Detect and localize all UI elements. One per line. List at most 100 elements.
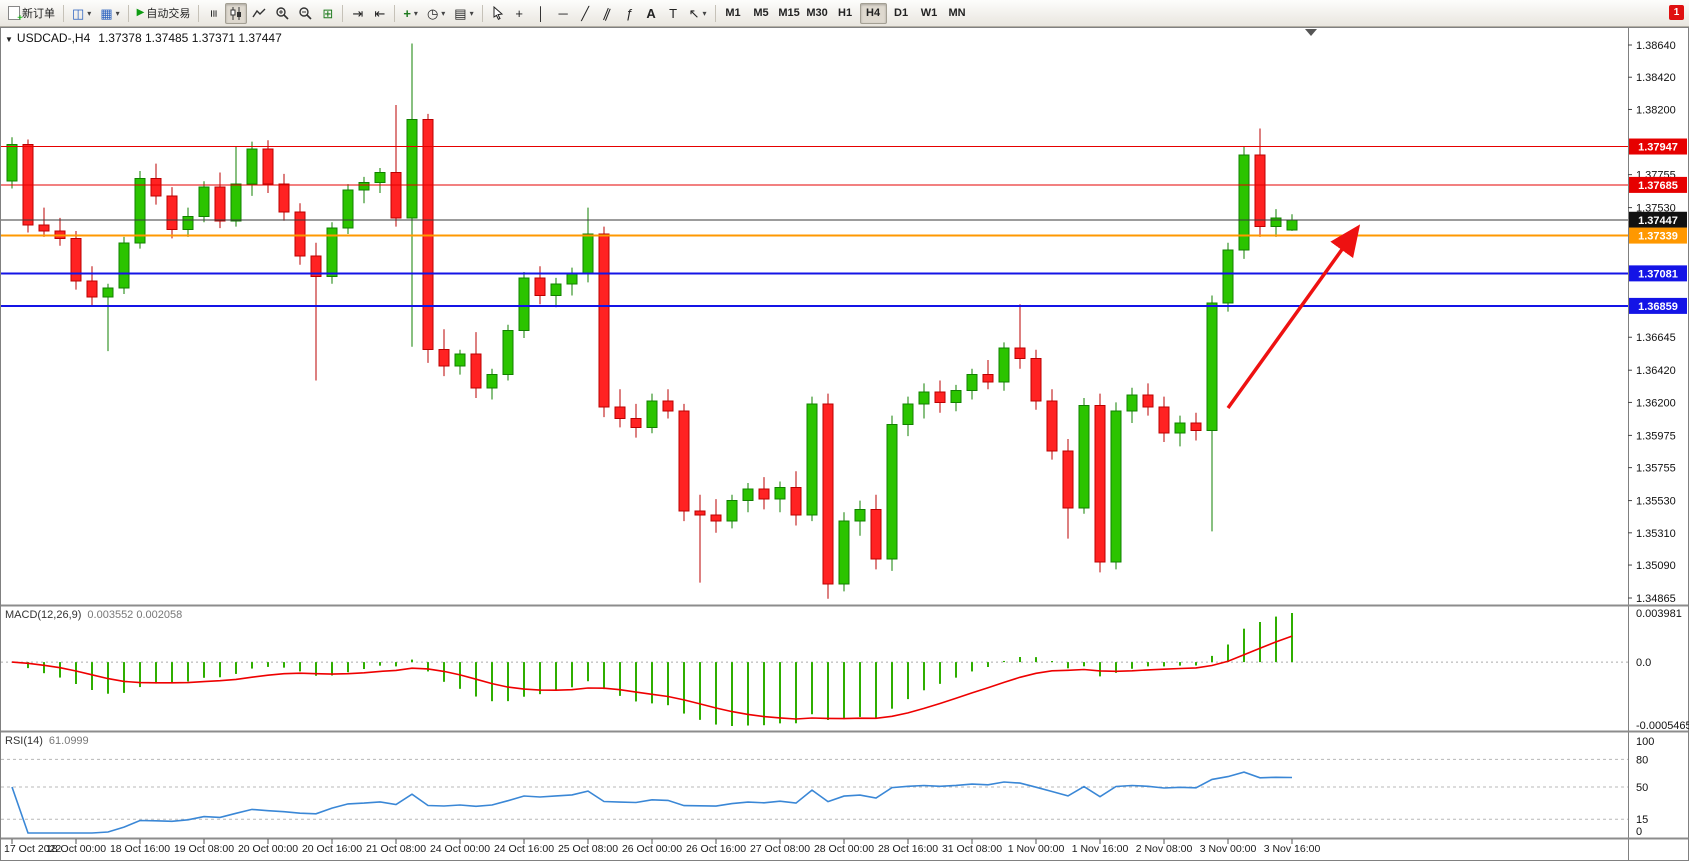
candle-body (982, 374, 994, 383)
rsi-panel[interactable] (0, 732, 1628, 838)
candle-body (1174, 422, 1186, 434)
fibonacci-button[interactable]: ƒ (619, 3, 640, 24)
auto-scroll-button[interactable]: ⇤ (369, 3, 390, 24)
candle-body (998, 347, 1010, 383)
trendline-button[interactable]: ╱ (575, 3, 596, 24)
price-badge (1629, 265, 1687, 282)
periods-button[interactable]: ◷ ▾ (423, 3, 449, 24)
rsi-axis-label: 15 (1636, 814, 1648, 826)
timeframe-button-M30[interactable]: M30 (804, 3, 831, 24)
timeframe-button-D1[interactable]: D1 (888, 3, 915, 24)
time-axis-label: 28 Oct 00:00 (814, 843, 874, 855)
trend-arrow[interactable] (1226, 224, 1361, 410)
templates-button[interactable]: ▤ ▾ (450, 3, 477, 24)
candle-body (502, 330, 514, 376)
price-axis-label: 1.38640 (1636, 40, 1676, 52)
line-chart-icon (252, 8, 266, 18)
ohlc-quote: 1.37378 1.37485 1.37371 1.37447 (98, 31, 282, 45)
auto-scroll-icon: ⇤ (374, 5, 386, 21)
text-label-button[interactable]: T (663, 3, 684, 24)
candle-body (1046, 400, 1058, 452)
candle-body (710, 514, 722, 522)
chart-shift-button[interactable]: ⇥ (347, 3, 368, 24)
macd-name: MACD(12,26,9) (5, 609, 82, 621)
bar-chart-icon: ≡ (206, 9, 222, 17)
time-axis-label: 18 Oct 16:00 (110, 843, 170, 855)
macd-panel[interactable] (0, 606, 1628, 731)
candle-body (390, 171, 402, 219)
zoom-out-button[interactable] (294, 3, 316, 24)
toolbar-separator (63, 4, 64, 22)
zoom-in-button[interactable] (271, 3, 293, 24)
candle-body (534, 277, 546, 296)
timeframe-button-M1[interactable]: M1 (720, 3, 747, 24)
cursor-button[interactable] (487, 3, 508, 24)
candle-body (662, 400, 674, 412)
crosshair-button[interactable]: + (509, 3, 530, 24)
indicators-icon: + (403, 5, 411, 21)
candle-body (1222, 249, 1234, 304)
time-axis[interactable] (0, 838, 1628, 861)
candle-body (630, 418, 642, 428)
timeframe-button-H4[interactable]: H4 (859, 2, 887, 24)
candle-body (1238, 154, 1250, 251)
rsi-axis-label: 100 (1636, 736, 1654, 748)
timeframe-button-H1[interactable]: H1 (832, 3, 859, 24)
macd-axis-label: 0.0 (1636, 657, 1651, 669)
line-chart-button[interactable] (248, 3, 270, 24)
timeframe-button-M15[interactable]: M15 (776, 3, 803, 24)
candle-body (166, 195, 178, 231)
price-badge-label: 1.37339 (1638, 231, 1678, 243)
new-order-button[interactable]: 新订单 (4, 3, 59, 24)
indicators-button[interactable]: + ▾ (399, 3, 422, 24)
toolbar-separator (714, 4, 716, 22)
vertical-line-button[interactable]: │ (531, 3, 552, 24)
time-axis-label: 27 Oct 08:00 (750, 843, 810, 855)
new-chart-button[interactable]: ◫ ▾ (68, 3, 95, 24)
time-axis-label: 1 Nov 00:00 (1008, 843, 1065, 855)
candle-body (774, 486, 786, 500)
chart-shift-marker[interactable] (1305, 29, 1317, 36)
time-axis-label: 1 Nov 16:00 (1072, 843, 1129, 855)
auto-trading-icon: ▶ (136, 7, 145, 18)
time-axis-label: 31 Oct 08:00 (942, 843, 1002, 855)
candle-body (342, 189, 354, 229)
timeframe-button-MN[interactable]: MN (944, 3, 971, 24)
arrows-button[interactable]: ↖ ▾ (685, 3, 711, 24)
timeframe-button-W1[interactable]: W1 (916, 3, 943, 24)
horizontal-line-button[interactable]: ─ (553, 3, 574, 24)
candle-body (38, 224, 50, 232)
notification-badge[interactable]: 1 (1669, 5, 1684, 20)
text-icon: A (646, 5, 656, 21)
timeframe-button-M5[interactable]: M5 (748, 3, 775, 24)
cursor-icon (493, 6, 503, 20)
price-axis-label: 1.35090 (1636, 560, 1676, 572)
candle-body (438, 349, 450, 367)
price-badge-label: 1.37081 (1638, 268, 1678, 280)
price-badge-label: 1.37447 (1638, 215, 1678, 227)
price-axis[interactable] (1628, 27, 1689, 838)
channel-button[interactable]: ∥ (597, 3, 618, 24)
candle-body (1158, 406, 1170, 434)
tile-windows-button[interactable]: ⊞ (317, 3, 338, 24)
time-axis-label: 21 Oct 08:00 (366, 843, 426, 855)
text-button[interactable]: A (641, 3, 662, 24)
profiles-icon: ▦ (100, 5, 113, 21)
price-badge (1629, 227, 1687, 244)
candle-body (198, 186, 210, 217)
macd-axis-label: 0.003981 (1636, 608, 1682, 620)
candle-body (550, 283, 562, 296)
candle-body (790, 486, 802, 516)
new-chart-icon: ◫ (72, 5, 85, 21)
time-axis-label: 19 Oct 08:00 (174, 843, 234, 855)
auto-trading-button[interactable]: ▶ 自动交易 (133, 3, 195, 24)
candle-body (614, 406, 626, 420)
new-order-icon (8, 6, 23, 24)
profiles-button[interactable]: ▦ ▾ (96, 3, 123, 24)
window-menu-icon[interactable]: ▼ (5, 35, 13, 44)
candle-body (870, 508, 882, 560)
candlestick-chart-button[interactable] (225, 2, 248, 24)
bar-chart-button[interactable]: ≡ (203, 3, 224, 24)
main-chart-panel[interactable] (0, 27, 1628, 605)
